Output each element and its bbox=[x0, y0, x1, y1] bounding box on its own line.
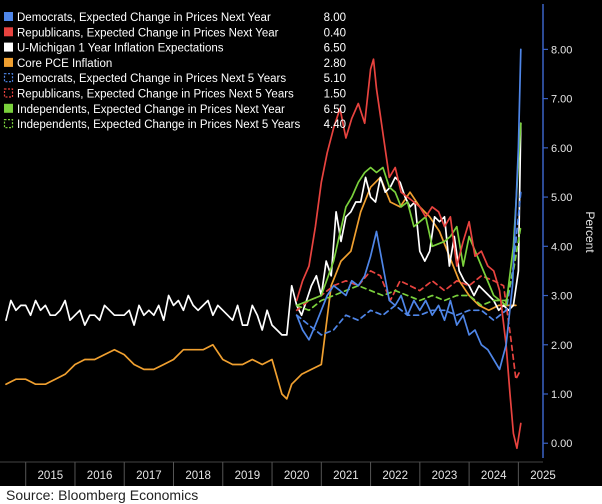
legend-label: Independents, Expected Change in Prices … bbox=[17, 119, 300, 131]
legend-label: Independents, Expected Change in Prices … bbox=[17, 104, 285, 116]
series-line bbox=[295, 58, 522, 450]
legend-label: Republicans, Expected Change in Prices N… bbox=[17, 89, 294, 101]
x-tick-label: 2015 bbox=[38, 470, 64, 482]
y-tick-label: 2.00 bbox=[551, 340, 572, 352]
legend-label: U-Michigan 1 Year Inflation Expectations bbox=[17, 43, 224, 55]
y-axis: 0.00 1.00 2.00 3.00 4.00 5.00 6.00 7.00 8.00 bbox=[542, 4, 572, 458]
chart-background bbox=[0, 0, 602, 486]
legend-swatch bbox=[4, 103, 13, 113]
x-tick-label: 2020 bbox=[284, 470, 310, 482]
source-note: Source: Bloomberg Economics bbox=[6, 487, 199, 503]
x-tick-label: 2018 bbox=[185, 470, 211, 482]
y-tick-label: 6.00 bbox=[551, 143, 572, 155]
x-tick-label: 2019 bbox=[235, 470, 261, 482]
line-chart: 0.00 1.00 2.00 3.00 4.00 5.00 6.00 7.00 8.00 201… bbox=[0, 0, 602, 486]
x-tick-label: 2017 bbox=[136, 470, 162, 482]
legend-swatch bbox=[3, 118, 14, 129]
series-line bbox=[5, 122, 522, 336]
chart-panel: 0.00 1.00 2.00 3.00 4.00 5.00 6.00 7.00 8.00 201… bbox=[0, 0, 602, 486]
y-tick-label: 1.00 bbox=[551, 389, 572, 401]
y-tick-label: 7.00 bbox=[551, 94, 572, 106]
legend-swatch bbox=[3, 73, 14, 83]
series-line bbox=[295, 48, 522, 371]
x-tick-label: 2025 bbox=[530, 470, 556, 482]
legend-label: Democrats, Expected Change in Prices Nex… bbox=[17, 73, 286, 85]
x-tick-label: 2024 bbox=[481, 470, 507, 482]
series-group bbox=[5, 48, 522, 450]
legend-label: Core PCE Inflation bbox=[17, 58, 112, 70]
y-tick-label: 8.00 bbox=[551, 44, 572, 56]
legend-value: 2.80 bbox=[324, 58, 346, 70]
legend-value: 0.40 bbox=[324, 27, 346, 39]
legend-value: 6.50 bbox=[324, 43, 346, 55]
legend-value: 4.40 bbox=[324, 119, 346, 131]
legend-value: 5.10 bbox=[324, 73, 346, 85]
y-tick-label: 3.00 bbox=[551, 291, 572, 303]
legend-swatch bbox=[4, 12, 13, 21]
x-axis: 2015 2016 2017 2018 2019 2020 2021 2022 2023 2024… bbox=[0, 461, 556, 486]
legend-label: Democrats, Expected Change in Prices Nex… bbox=[17, 12, 271, 24]
x-tick-label: 2023 bbox=[432, 470, 458, 482]
legend-value: 8.00 bbox=[324, 12, 346, 24]
x-tick-label: 2022 bbox=[382, 470, 408, 482]
series-line bbox=[295, 225, 522, 312]
x-tick-label: 2021 bbox=[333, 470, 359, 482]
y-axis-label: Percent bbox=[583, 211, 597, 253]
legend-swatch bbox=[4, 27, 13, 37]
series-line bbox=[5, 176, 517, 400]
legend-label: Republicans, Expected Change in Prices N… bbox=[17, 27, 279, 39]
legend-value: 6.50 bbox=[324, 104, 346, 116]
legend-value: 1.50 bbox=[324, 89, 346, 101]
series-line bbox=[295, 270, 522, 381]
series-line bbox=[295, 191, 522, 336]
y-tick-label: 5.00 bbox=[551, 192, 572, 204]
y-tick-label: 4.00 bbox=[551, 241, 572, 253]
y-tick-label: 0.00 bbox=[551, 438, 572, 450]
legend: Democrats, Expected Change in Prices Nex… bbox=[3, 12, 346, 131]
x-tick-label: 2016 bbox=[87, 470, 113, 482]
legend-swatch bbox=[4, 42, 13, 52]
legend-swatch bbox=[4, 57, 13, 67]
legend-swatch bbox=[3, 88, 14, 98]
